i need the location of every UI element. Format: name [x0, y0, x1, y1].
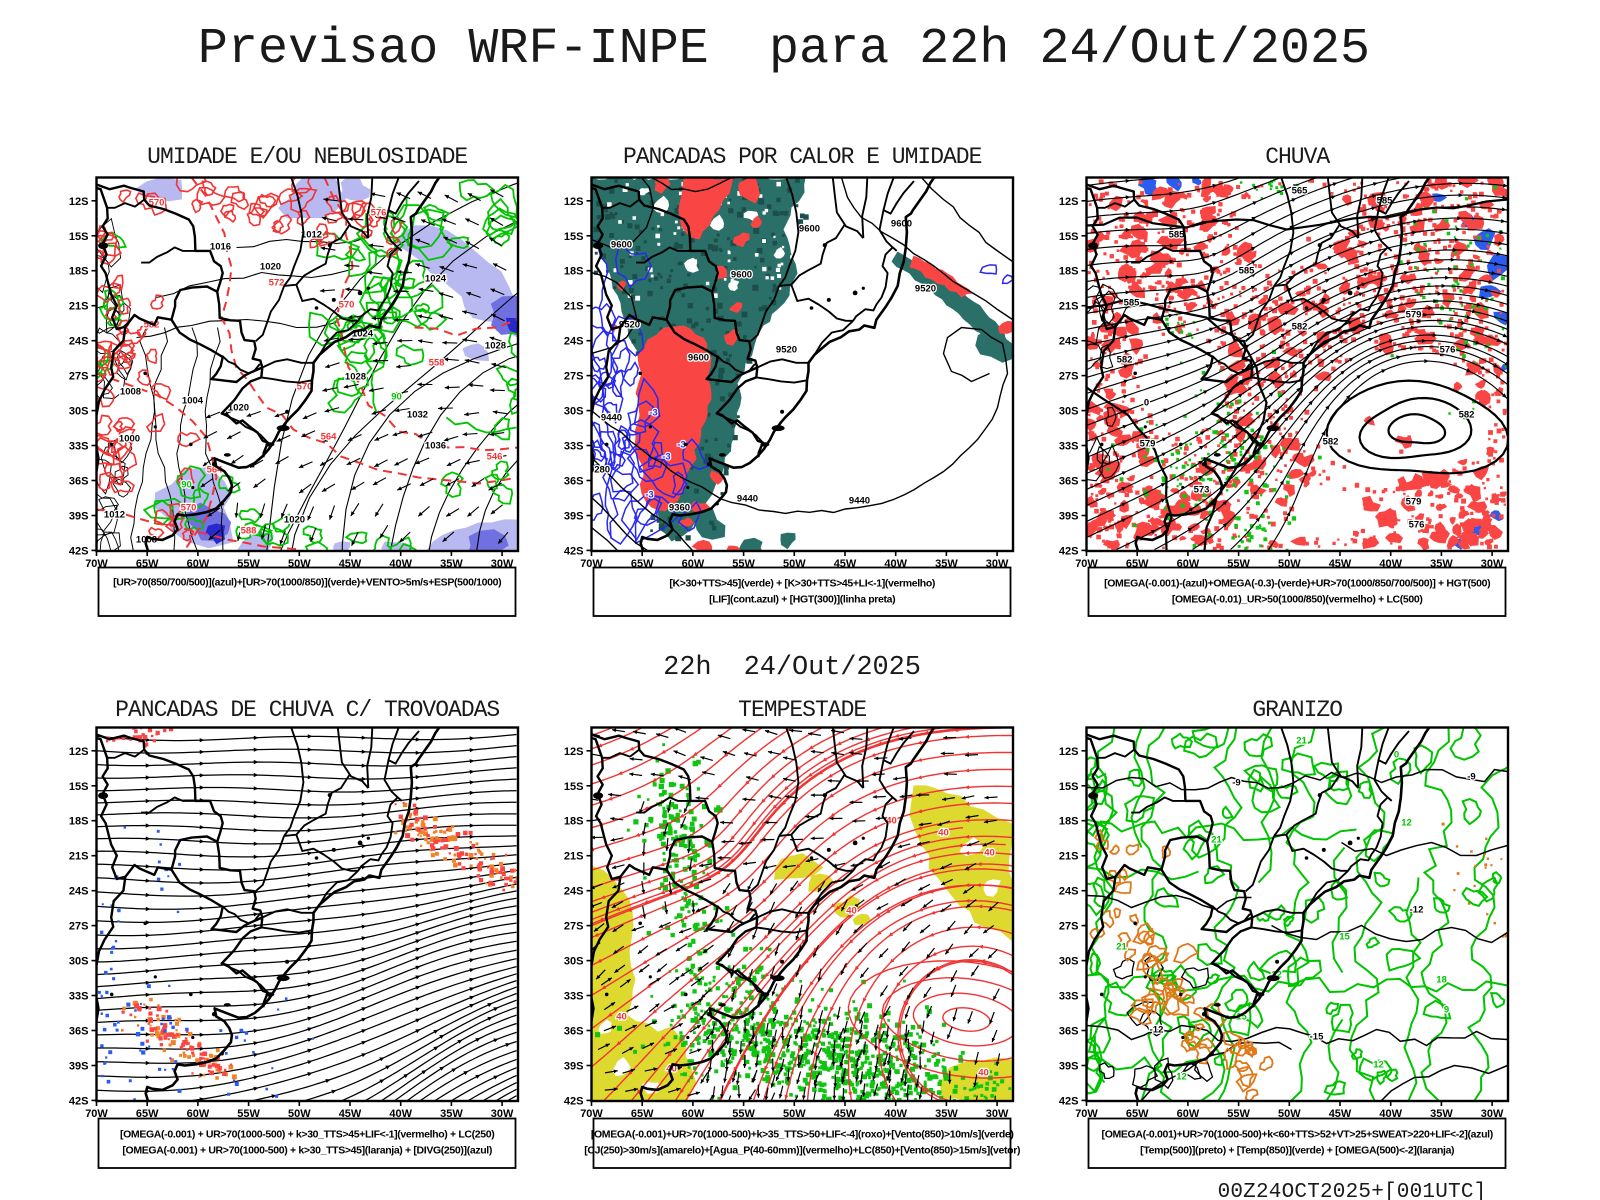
- svg-text:21: 21: [1211, 835, 1222, 846]
- svg-text:12: 12: [1373, 1060, 1384, 1071]
- svg-text:9600: 9600: [611, 240, 632, 251]
- svg-text:1016: 1016: [210, 242, 231, 253]
- svg-text:9520: 9520: [915, 284, 936, 295]
- svg-text:570: 570: [339, 300, 355, 311]
- svg-text:558: 558: [429, 358, 445, 369]
- svg-text:[OMEGA(-0.001)+UR>70(1000-500): [OMEGA(-0.001)+UR>70(1000-500)+k>35_TTS>…: [591, 1129, 1014, 1141]
- svg-text:588: 588: [241, 526, 257, 537]
- svg-text:90: 90: [391, 392, 402, 403]
- svg-text:[OMEGA(-0.001) + UR>70(1000-50: [OMEGA(-0.001) + UR>70(1000-500) + k>30_…: [122, 1145, 492, 1157]
- svg-text:90: 90: [181, 480, 192, 491]
- svg-text:PANCADAS POR CALOR E UMIDADE: PANCADAS POR CALOR E UMIDADE: [623, 144, 982, 170]
- svg-text:GRANIZO: GRANIZO: [1252, 697, 1342, 723]
- svg-text:579: 579: [1406, 310, 1422, 321]
- svg-text:9600: 9600: [731, 270, 752, 281]
- svg-text:576: 576: [1409, 520, 1425, 531]
- svg-text:9600: 9600: [891, 219, 912, 230]
- svg-text:585: 585: [1169, 230, 1186, 241]
- svg-text:9600: 9600: [688, 353, 709, 364]
- svg-text:-9: -9: [1467, 772, 1475, 783]
- svg-text:18: 18: [1436, 975, 1447, 986]
- svg-text:TEMPESTADE: TEMPESTADE: [738, 697, 866, 723]
- svg-text:9360: 9360: [669, 503, 690, 514]
- svg-text:585: 585: [1124, 298, 1141, 309]
- svg-text:1024: 1024: [425, 274, 447, 285]
- svg-text:576: 576: [371, 208, 387, 219]
- svg-text:579: 579: [1140, 439, 1156, 450]
- svg-text:546: 546: [487, 452, 503, 463]
- svg-text:9520: 9520: [776, 345, 797, 356]
- svg-text:[OMEGA(-0.001)+UR>70(1000-500): [OMEGA(-0.001)+UR>70(1000-500)+k<60+TTS>…: [1102, 1129, 1493, 1141]
- svg-text:9: 9: [1444, 1005, 1449, 1016]
- svg-text:582: 582: [1117, 355, 1133, 366]
- svg-text:564: 564: [321, 432, 338, 443]
- svg-text:[UR>70(850/700/500)](azul)+[UR: [UR>70(850/700/500)](azul)+[UR>70(1000/8…: [113, 577, 501, 589]
- svg-text:12: 12: [1401, 818, 1412, 829]
- svg-text:1008: 1008: [120, 387, 141, 398]
- svg-text:-3: -3: [649, 408, 657, 419]
- svg-text:582: 582: [1292, 322, 1308, 333]
- svg-text:9280: 9280: [589, 465, 610, 476]
- svg-text:0: 0: [1394, 750, 1399, 761]
- svg-text:[OMEGA(-0.001) + UR>70(1000-50: [OMEGA(-0.001) + UR>70(1000-500) + k>30_…: [120, 1129, 494, 1141]
- svg-text:21: 21: [1296, 736, 1307, 747]
- svg-text:UMIDADE E/OU NEBULOSIDADE: UMIDADE E/OU NEBULOSIDADE: [147, 144, 467, 170]
- svg-text:1032: 1032: [407, 410, 428, 421]
- svg-text:[OMEGA(-0.01)_UR>50(1000/850)(: [OMEGA(-0.01)_UR>50(1000/850)(vermelho) …: [1172, 594, 1423, 606]
- svg-text:CHUVA: CHUVA: [1265, 144, 1330, 170]
- svg-text:573: 573: [1194, 485, 1210, 496]
- svg-text:-3: -3: [677, 440, 685, 451]
- svg-text:[LIF](cont.azul) + [HGT(300)](: [LIF](cont.azul) + [HGT(300)](linha pret…: [709, 594, 895, 606]
- svg-text:1004: 1004: [182, 396, 204, 407]
- svg-text:[OMEGA(-0.001)-(azul)+OMEGA(-0: [OMEGA(-0.001)-(azul)+OMEGA(-0.3)-(verde…: [1104, 578, 1490, 590]
- svg-text:9440: 9440: [849, 496, 870, 507]
- svg-text:-12: -12: [1410, 905, 1424, 916]
- svg-text:572: 572: [269, 278, 285, 289]
- svg-text:00Z24OCT2025+[001UTC]: 00Z24OCT2025+[001UTC]: [1218, 1181, 1487, 1200]
- svg-text:[K>30+TTS>45](verde) + [K>30+T: [K>30+TTS>45](verde) + [K>30+TTS>45+LI<-…: [669, 578, 935, 590]
- svg-text:40: 40: [938, 828, 949, 839]
- svg-text:-9: -9: [1232, 778, 1240, 789]
- svg-text:40: 40: [846, 906, 857, 917]
- svg-text:9600: 9600: [799, 224, 820, 235]
- svg-text:582: 582: [1459, 410, 1475, 421]
- svg-text:582: 582: [1323, 437, 1339, 448]
- svg-text:585: 585: [1239, 266, 1256, 277]
- svg-text:-15: -15: [1310, 1032, 1324, 1043]
- svg-text:1012: 1012: [301, 230, 322, 241]
- svg-text:40: 40: [978, 1068, 989, 1079]
- svg-text:PANCADAS DE CHUVA C/ TROVOADAS: PANCADAS DE CHUVA C/ TROVOADAS: [115, 697, 499, 723]
- svg-text:1020: 1020: [284, 515, 305, 526]
- svg-text:-12: -12: [1150, 1025, 1164, 1036]
- svg-text:579: 579: [1406, 497, 1422, 508]
- svg-text:12: 12: [1176, 1072, 1187, 1083]
- svg-text:565: 565: [1292, 186, 1309, 197]
- svg-text:570: 570: [297, 382, 313, 393]
- svg-text:1028: 1028: [345, 372, 366, 383]
- svg-text:1036: 1036: [425, 441, 446, 452]
- svg-text:1020: 1020: [260, 262, 281, 273]
- svg-text:[Temp(500)](preto) + [Temp(850: [Temp(500)](preto) + [Temp(850)](verde) …: [1140, 1145, 1454, 1157]
- svg-text:1012: 1012: [104, 510, 125, 521]
- svg-text:0: 0: [1144, 398, 1149, 409]
- svg-text:-3: -3: [645, 490, 653, 501]
- svg-text:-3: -3: [662, 452, 670, 463]
- svg-text:Previsao WRF-INPE para 22h 24: Previsao WRF-INPE para 22h 24/Out/2025: [198, 21, 1370, 78]
- svg-text:22h 24/Out/2025: 22h 24/Out/2025: [663, 653, 921, 683]
- svg-text:[CJ(250)>30m/s](amarelo)+[Agua: [CJ(250)>30m/s](amarelo)+[Agua_P(40-60mm…: [584, 1145, 1020, 1157]
- svg-text:9440: 9440: [737, 494, 758, 505]
- svg-text:9440: 9440: [601, 413, 622, 424]
- svg-text:576: 576: [1440, 345, 1456, 356]
- svg-text:1000: 1000: [119, 434, 140, 445]
- svg-text:564: 564: [207, 465, 224, 476]
- svg-text:40: 40: [984, 848, 995, 859]
- svg-text:1020: 1020: [228, 403, 249, 414]
- svg-text:1028: 1028: [485, 341, 506, 352]
- svg-text:570: 570: [181, 503, 197, 514]
- svg-text:40: 40: [616, 1012, 627, 1023]
- svg-text:21: 21: [1116, 942, 1127, 953]
- svg-text:15: 15: [1339, 932, 1350, 943]
